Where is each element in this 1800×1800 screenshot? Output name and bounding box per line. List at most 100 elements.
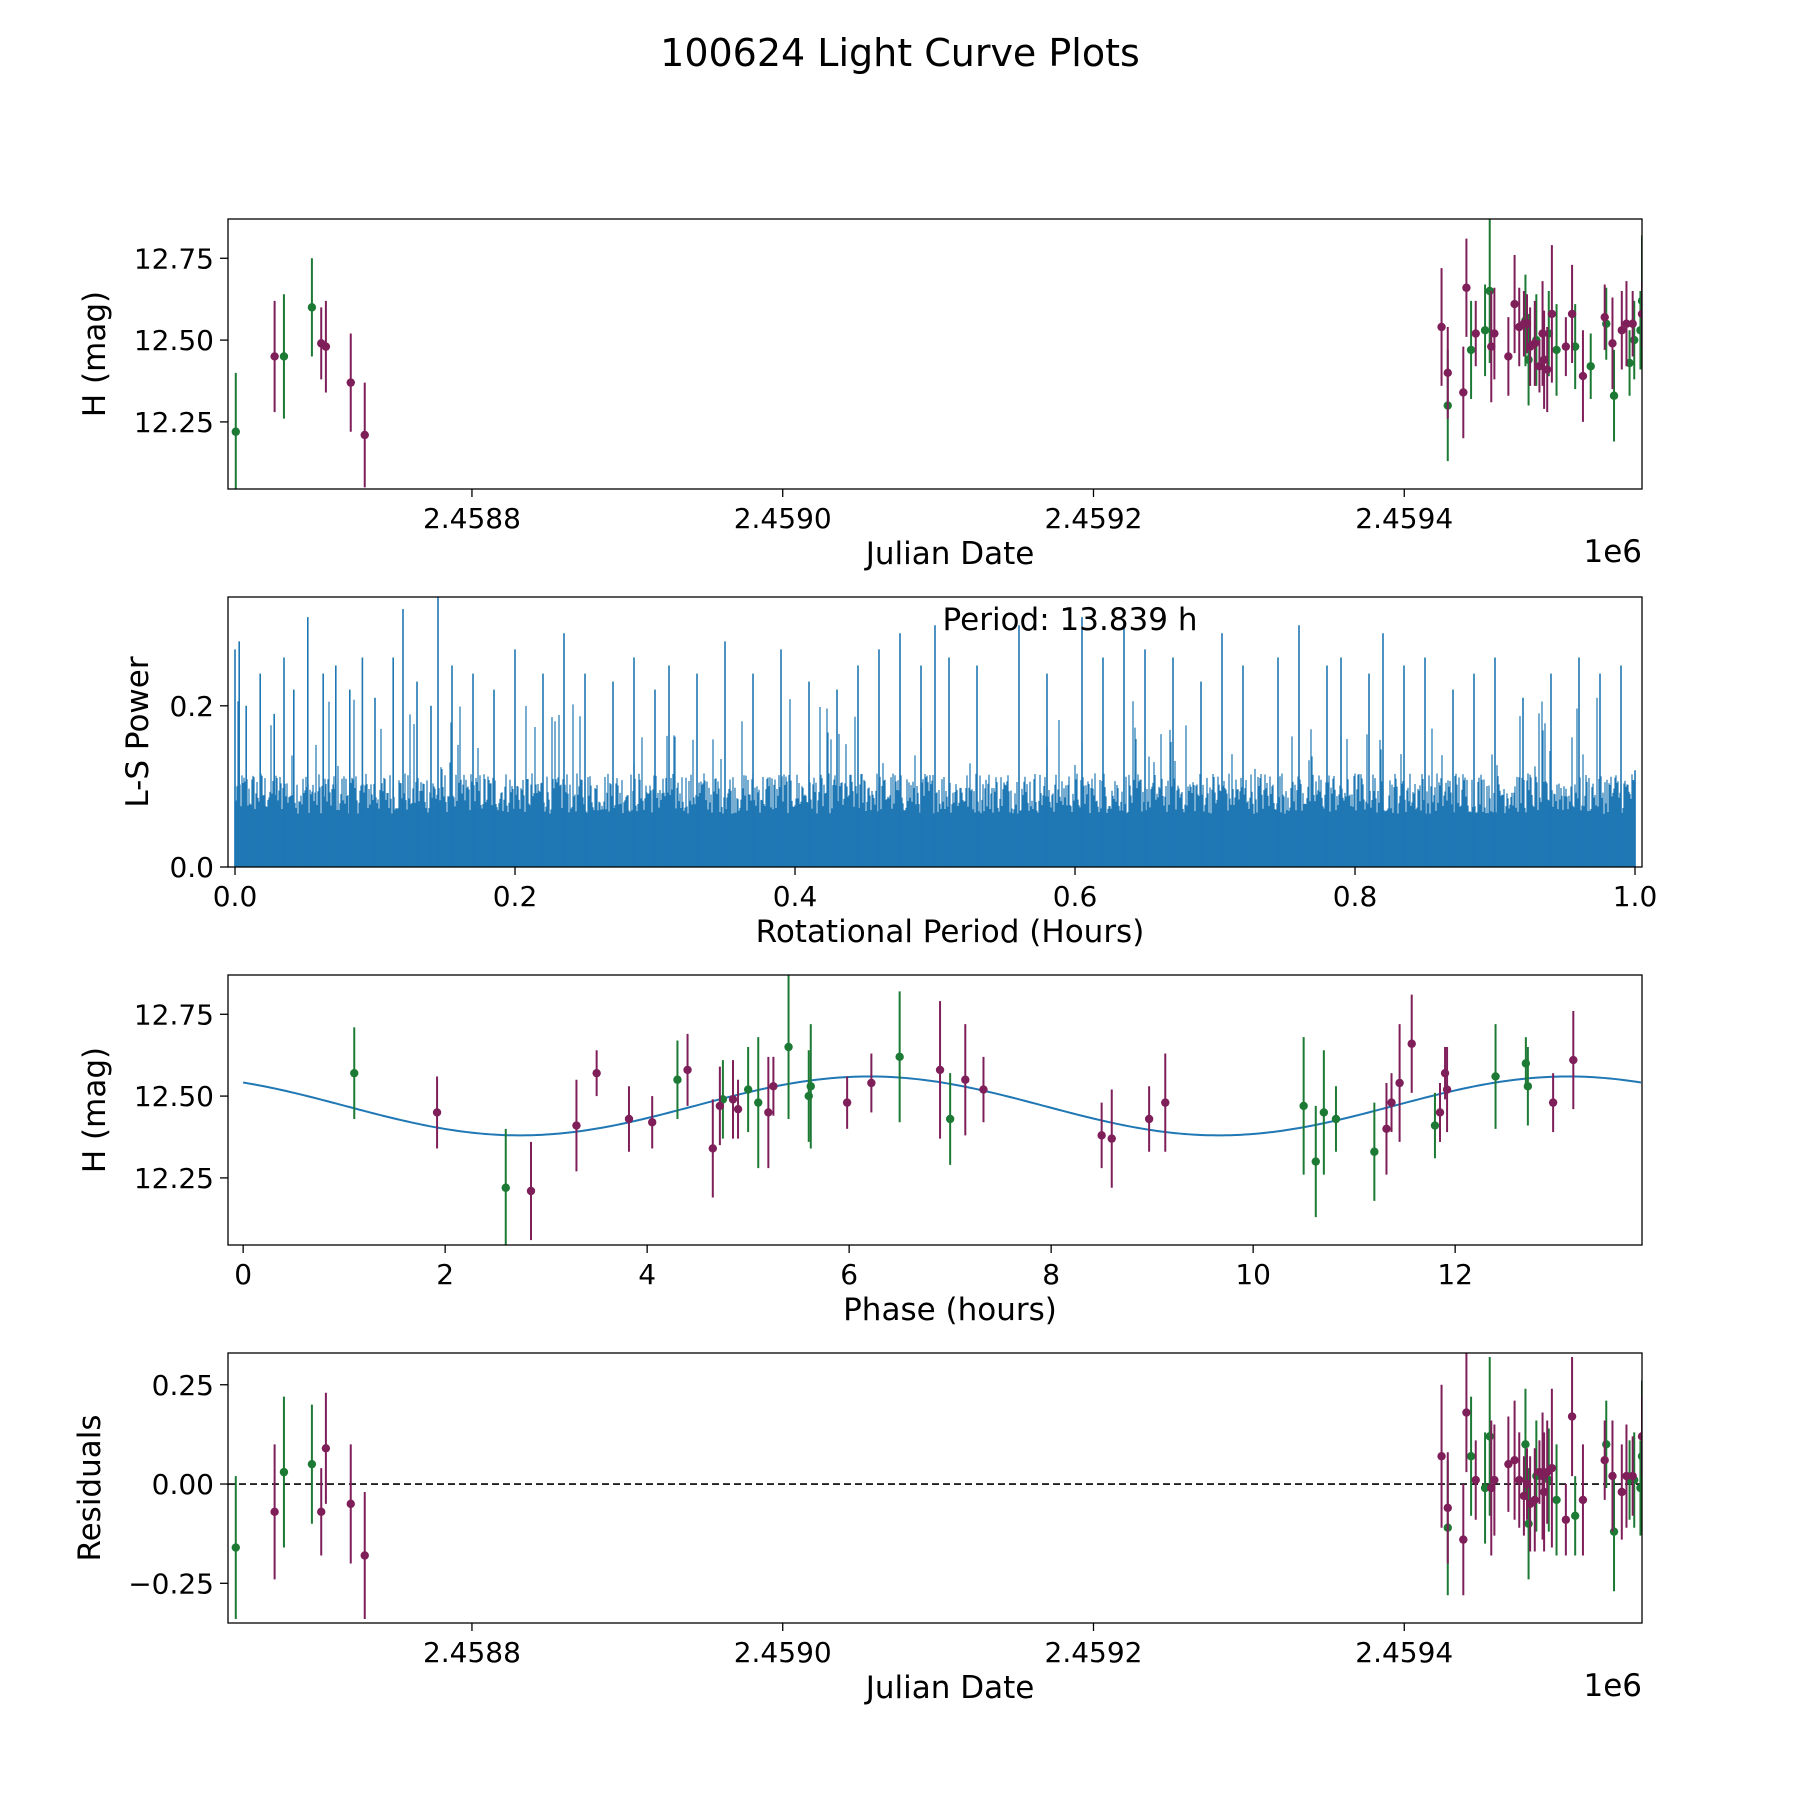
phased-point-purple: [1382, 1124, 1391, 1134]
periodogram-xtick-label: 0.8: [1333, 880, 1378, 913]
phased-point-purple: [624, 1114, 634, 1124]
periodogram-ticks: 0.0 0.2 0.4 0.6 0.8 1.0 0.0 0.2: [169, 690, 1657, 913]
residuals-point-purple: [1530, 1495, 1539, 1505]
periodogram-ytick-label: 0.0: [169, 851, 214, 884]
lightcurve-point-green: [1636, 326, 1642, 335]
residuals-point-purple: [1490, 1475, 1499, 1485]
residuals-point-green: [231, 1543, 240, 1552]
lightcurve-point-green: [1466, 345, 1476, 355]
phased-xlabel: Phase (hours): [843, 1292, 1057, 1328]
residuals-point-green: [1637, 1452, 1642, 1461]
residuals-point-purple: [1437, 1452, 1446, 1461]
residuals-xtick-label: 2.4588: [423, 1636, 521, 1669]
lightcurve-point-purple: [1628, 319, 1637, 328]
lightcurve-point-purple: [270, 352, 279, 361]
phased-point-purple: [764, 1108, 773, 1117]
phased-point-green: [1430, 1121, 1440, 1130]
residuals-point-purple: [321, 1444, 331, 1453]
residuals-point-purple: [1547, 1463, 1557, 1473]
phased-point-purple: [842, 1098, 852, 1107]
phased-point-purple: [683, 1065, 692, 1075]
residuals-ytick-label: −0.25: [128, 1567, 214, 1600]
lightcurve-frame: [227, 218, 1643, 490]
period-annotation: Period: 13.839 h: [943, 602, 1198, 638]
lightcurve-point-green: [1485, 286, 1494, 296]
phased-point-green: [1331, 1114, 1341, 1124]
lightcurve-point-purple: [1471, 329, 1480, 338]
phased-model-curve: [242, 1075, 1642, 1137]
phased-point-green: [743, 1085, 753, 1094]
phased-xtick-label: 0: [234, 1258, 252, 1291]
lightcurve-point-purple: [1578, 371, 1588, 381]
residuals-point-purple: [1510, 1456, 1519, 1465]
residuals-point-green: [1485, 1432, 1494, 1441]
lightcurve-point-purple: [321, 342, 331, 351]
lightcurve-point-green: [1630, 335, 1639, 345]
phased-xtick-label: 4: [638, 1258, 656, 1291]
lightcurve-point-purple: [1617, 326, 1627, 335]
lightcurve-point-purple: [1608, 339, 1617, 348]
periodogram-panel: 0.0 0.2 0.4 0.6 0.8 1.0 0.0 0.2 Rotational Peri…: [120, 596, 1657, 950]
phased-xtick-label: 12: [1437, 1258, 1473, 1291]
phased-xtick-label: 6: [840, 1258, 858, 1291]
lightcurve-point-purple: [1443, 368, 1452, 378]
phased-point-purple: [1144, 1114, 1154, 1124]
phased-point-green: [945, 1114, 955, 1124]
residuals-point-green: [279, 1467, 289, 1477]
residuals-point-green: [1480, 1483, 1490, 1493]
lightcurve-point-purple: [1522, 319, 1532, 328]
lightcurve-point-green: [1625, 358, 1634, 368]
phased-point-purple: [708, 1144, 717, 1153]
residuals-point-purple: [270, 1507, 279, 1517]
phased-point-purple: [648, 1118, 657, 1127]
residuals-xtick-label: 2.4592: [1045, 1636, 1143, 1669]
lightcurve-point-purple: [1510, 299, 1519, 309]
residuals-point-green: [1602, 1440, 1611, 1449]
residuals-point-purple: [1459, 1535, 1468, 1544]
lightcurve-point-purple: [1561, 342, 1571, 351]
residuals-point-green: [1552, 1495, 1561, 1505]
lightcurve-point-purple: [1490, 329, 1499, 338]
residuals-ytick-label: 0.25: [152, 1369, 214, 1402]
phased-xtick-label: 10: [1235, 1258, 1271, 1291]
lightcurve-xtick-label: 2.4592: [1045, 502, 1143, 535]
lightcurve-ytick-label: 12.25: [134, 406, 214, 439]
phased-ylabel: H (mag): [77, 1047, 113, 1173]
phased-point-purple: [769, 1082, 778, 1091]
residuals-point-purple: [1515, 1475, 1524, 1485]
phased-point-green: [895, 1052, 904, 1062]
phased-point-green: [673, 1075, 682, 1084]
periodogram-ytick-label: 0.2: [169, 690, 214, 723]
residuals-point-purple: [1487, 1483, 1496, 1493]
residuals-point-green: [1609, 1527, 1619, 1536]
lightcurve-point-purple: [1567, 309, 1577, 319]
phased-ytick-label: 12.50: [134, 1080, 214, 1113]
residuals-point-green: [1570, 1511, 1580, 1520]
phased-point-purple: [733, 1104, 743, 1114]
periodogram-frame: [227, 596, 1643, 868]
phased-point-green: [1370, 1147, 1379, 1156]
phased-ticks: 0 2 4 6 8 10 12 12.25 12.50 12.75: [134, 998, 1473, 1291]
phased-xtick-label: 2: [436, 1258, 454, 1291]
residuals-point-green: [307, 1459, 317, 1469]
lightcurve-ytick-label: 12.75: [134, 242, 214, 275]
lightcurve-point-purple: [1535, 362, 1544, 371]
lightcurve-point-green: [1586, 362, 1595, 371]
residuals-marks: [228, 1353, 1642, 1620]
residuals-point-purple: [1443, 1503, 1452, 1513]
residuals-ylabel: Residuals: [72, 1414, 108, 1561]
phased-point-purple: [728, 1095, 738, 1104]
lightcurve-point-purple: [1543, 365, 1552, 374]
lightcurve-point-purple: [1530, 339, 1539, 348]
lightcurve-point-purple: [1459, 388, 1468, 397]
residuals-point-purple: [1567, 1412, 1577, 1421]
lightcurve-marks: [231, 219, 1642, 489]
lightcurve-point-purple: [1539, 355, 1549, 364]
phased-point-purple: [1440, 1068, 1450, 1078]
phased-point-purple: [1387, 1098, 1396, 1107]
phased-point-purple: [979, 1085, 988, 1094]
residuals-point-purple: [346, 1499, 355, 1509]
periodogram-xtick-label: 1.0: [1613, 880, 1658, 913]
phased-point-green: [784, 1042, 793, 1052]
phased-ytick-label: 12.75: [134, 998, 214, 1031]
